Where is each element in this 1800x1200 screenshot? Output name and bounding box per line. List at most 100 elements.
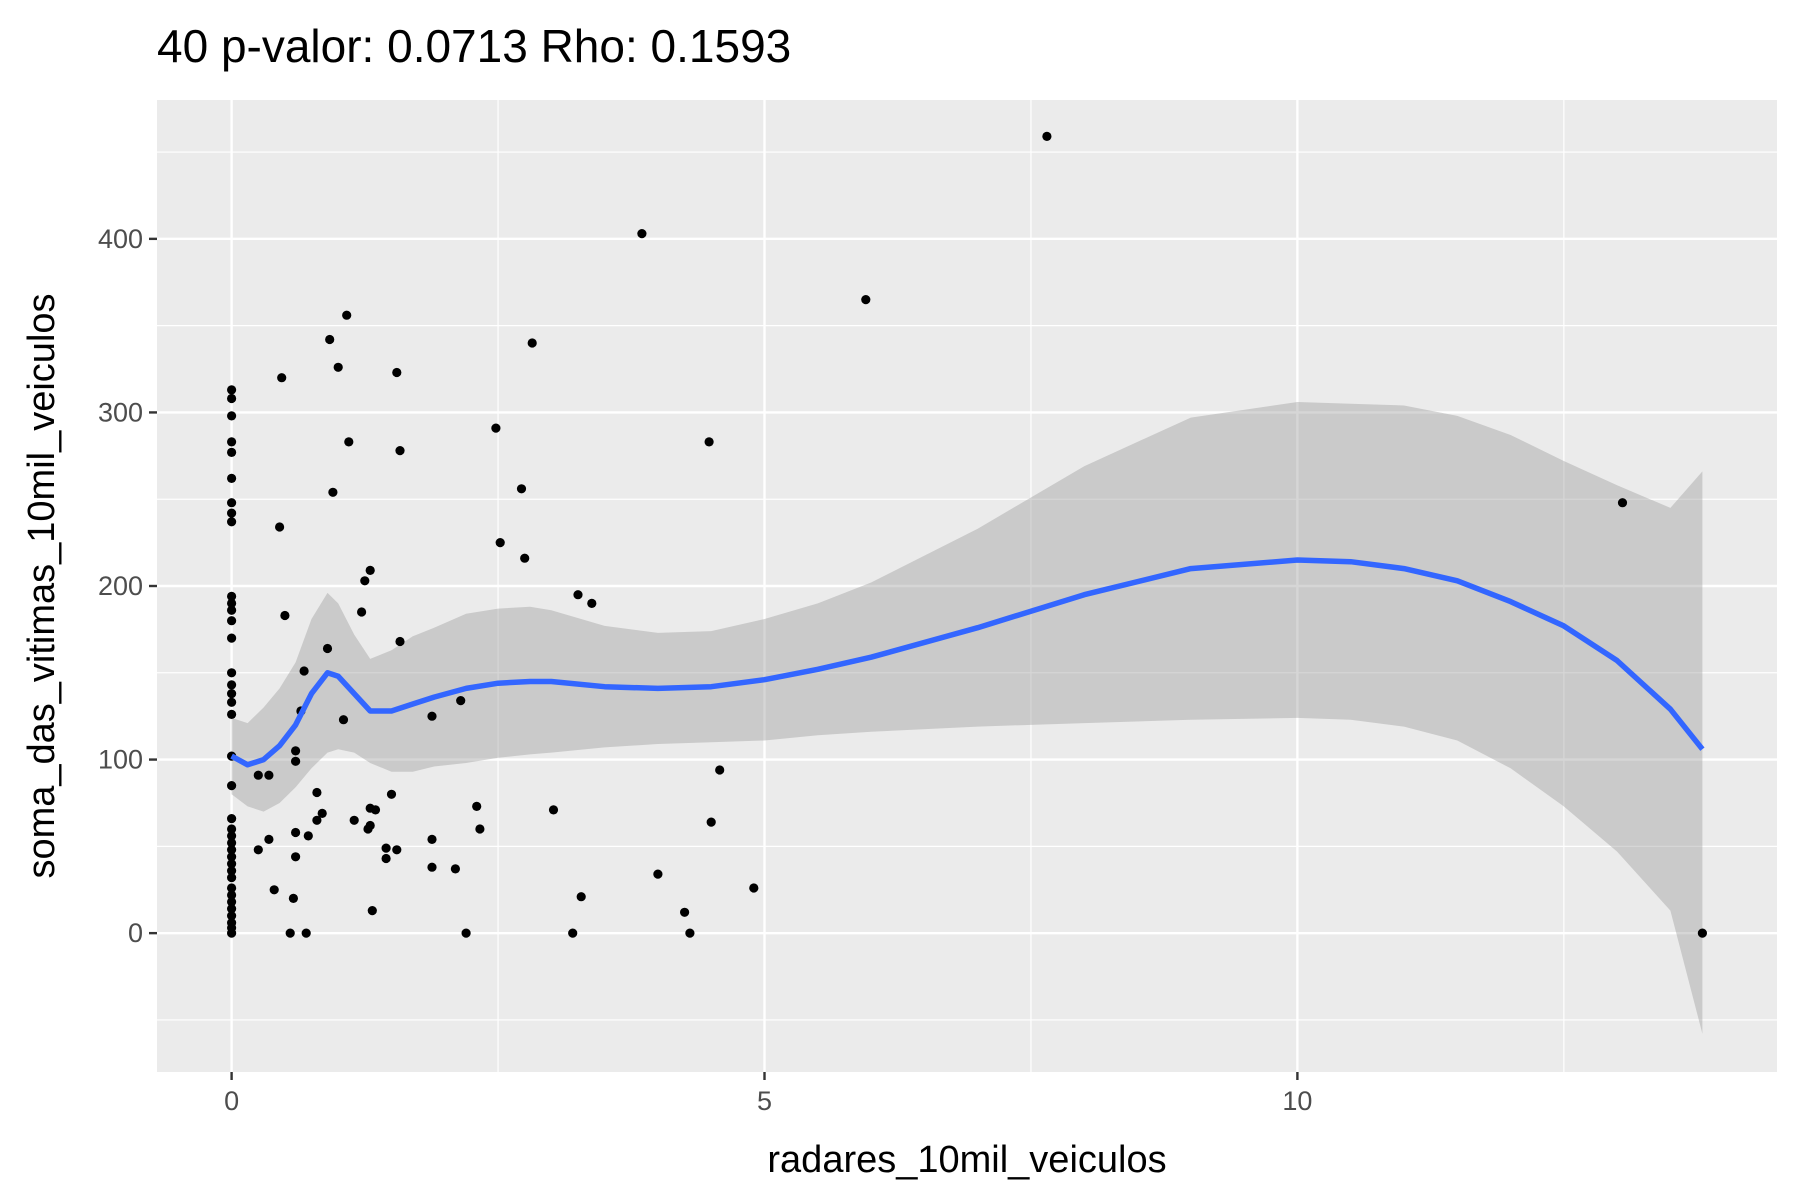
y-tick-label: 200 [98,571,143,601]
data-point [1697,928,1707,938]
data-point [227,831,237,841]
data-point [342,310,352,320]
data-point [1617,498,1628,508]
y-tick-label: 100 [98,745,143,775]
data-point [227,904,237,914]
data-point [360,576,370,586]
data-point [227,709,237,720]
data-point [227,873,237,883]
data-point [227,447,237,457]
data-points [227,131,1707,938]
data-point [395,636,405,647]
data-point [227,866,237,876]
data-point [227,852,237,862]
data-point [299,666,309,676]
x-tick-label: 5 [757,1086,772,1116]
data-point [568,928,578,938]
data-point [325,334,335,345]
data-point [548,805,559,815]
data-point [227,591,237,602]
data-point [227,517,237,527]
chart-title: 40 p-valor: 0.0713 Rho: 0.1593 [157,20,791,72]
x-tick-label: 0 [224,1086,239,1116]
y-tick-label: 400 [98,224,143,254]
data-point [285,928,295,938]
data-point [456,696,466,706]
data-point [861,295,871,305]
y-tick-label: 0 [128,918,143,948]
data-point [227,697,237,707]
data-point [653,869,663,879]
data-point [427,711,437,721]
data-point [461,928,471,938]
data-point [527,338,537,348]
data-point [450,864,460,874]
data-point [365,565,375,576]
data-point [227,393,237,404]
data-point [472,801,482,812]
data-point [227,473,237,483]
data-point [706,817,716,827]
data-point [227,437,237,447]
data-point [227,508,237,518]
data-point [227,824,237,834]
x-axis-title: radares_10mil_veiculos [767,1139,1166,1181]
data-point [365,820,375,831]
data-point [264,834,274,845]
data-point [520,553,530,563]
data-point [312,787,322,798]
data-point [386,789,397,799]
data-point [280,610,290,621]
data-point [491,423,501,433]
data-point [227,845,237,855]
data-point [227,605,237,615]
data-point [227,598,237,609]
data-point [749,883,759,893]
data-point [277,373,287,383]
data-point [227,911,237,921]
data-point [395,446,405,456]
y-axis: 0 100 200 300 400 [98,224,157,948]
data-point [227,668,237,678]
data-point [275,522,285,532]
data-point [227,859,237,869]
data-point [367,906,377,916]
data-point [338,715,349,725]
data-point [291,852,301,862]
data-point [576,892,586,902]
data-point [227,814,237,824]
data-point [253,770,263,780]
data-point [715,765,725,775]
data-point [288,893,298,904]
x-axis: 0 5 10 [224,1072,1312,1116]
data-point [303,831,313,841]
data-point [227,498,237,508]
data-point [637,229,647,239]
x-tick-label: 10 [1282,1086,1312,1116]
data-point [349,815,359,825]
smooth-trend-line [230,557,1705,768]
data-point [322,643,333,654]
data-point [227,385,237,395]
data-point [357,607,367,617]
data-point [291,746,301,756]
data-point [291,827,301,838]
y-axis-title: soma_das_vitimas_10mil_veiculos [21,293,63,878]
data-point [269,885,279,895]
data-point [317,808,327,819]
data-point [427,862,437,872]
data-point [427,834,437,845]
data-point [227,689,237,699]
data-point [381,843,391,853]
data-point [264,770,274,780]
data-point [227,633,237,643]
data-point [381,853,391,864]
data-point [370,805,381,815]
data-point [227,838,237,848]
data-point [301,928,311,938]
data-point [227,883,237,893]
data-point [516,484,527,494]
data-point [227,411,237,421]
data-point [475,824,485,834]
data-point [495,538,505,548]
